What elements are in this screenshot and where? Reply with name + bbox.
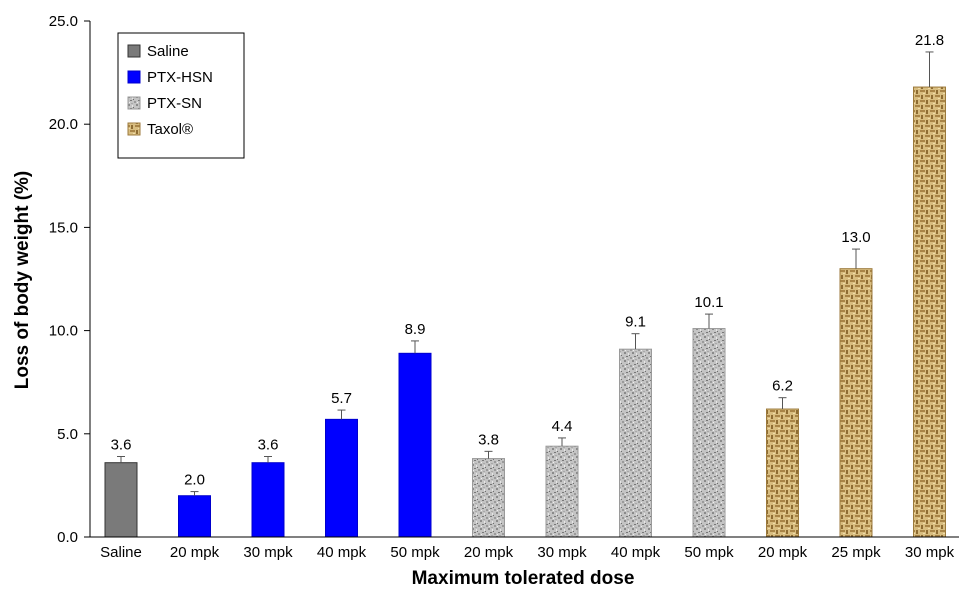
y-tick-label: 0.0 bbox=[57, 529, 78, 546]
data-label: 5.7 bbox=[331, 390, 352, 407]
bar bbox=[325, 418, 358, 538]
bar bbox=[913, 86, 946, 538]
legend-swatch bbox=[127, 96, 141, 110]
x-tick-label: 20 mpk bbox=[170, 544, 220, 561]
x-tick-label: 30 mpk bbox=[537, 544, 587, 561]
x-tick-label: 20 mpk bbox=[464, 544, 514, 561]
bar bbox=[692, 328, 726, 538]
legend-swatch bbox=[127, 70, 141, 84]
legend-items: Saline PTX-HSN PTX-SN Taxol® bbox=[127, 43, 213, 138]
bar bbox=[545, 445, 579, 538]
y-tick-label: 10.0 bbox=[49, 323, 78, 340]
bar bbox=[104, 462, 138, 538]
bar bbox=[178, 495, 211, 538]
data-label: 3.8 bbox=[478, 431, 499, 448]
legend-label: PTX-HSN bbox=[147, 69, 213, 86]
bar bbox=[398, 352, 432, 538]
data-label: 2.0 bbox=[184, 472, 205, 489]
y-ticks: 0.0 5.0 10.0 15.0 20.0 25.0 bbox=[49, 13, 90, 546]
legend-swatch bbox=[127, 44, 141, 58]
data-label: 3.6 bbox=[258, 437, 279, 454]
x-ticks: Saline 20 mpk 30 mpk 40 mpk 50 mpk 20 mpk 30 m… bbox=[100, 544, 954, 561]
bars-layer bbox=[104, 86, 946, 538]
error-bars-layer bbox=[117, 51, 934, 496]
data-label: 8.9 bbox=[405, 321, 426, 338]
y-tick-label: 25.0 bbox=[49, 13, 78, 30]
data-label: 21.8 bbox=[915, 32, 944, 49]
x-tick-label: 50 mpk bbox=[390, 544, 440, 561]
x-axis-title: Maximum tolerated dose bbox=[412, 568, 635, 589]
x-tick-label: 40 mpk bbox=[611, 544, 661, 561]
data-label: 4.4 bbox=[552, 418, 573, 435]
x-tick-label: 25 mpk bbox=[831, 544, 881, 561]
bar bbox=[619, 348, 652, 538]
legend-label: Taxol® bbox=[147, 121, 193, 138]
legend-swatch bbox=[127, 122, 141, 136]
x-tick-label: 30 mpk bbox=[905, 544, 955, 561]
data-label: 6.2 bbox=[772, 378, 793, 395]
bar bbox=[766, 408, 799, 538]
axes bbox=[89, 21, 959, 538]
x-tick-label: 40 mpk bbox=[317, 544, 367, 561]
data-label: 10.1 bbox=[694, 294, 723, 311]
x-tick-label: 30 mpk bbox=[243, 544, 293, 561]
data-label: 9.1 bbox=[625, 314, 646, 331]
legend-label: PTX-SN bbox=[147, 95, 202, 112]
legend-label: Saline bbox=[147, 43, 189, 60]
y-axis-title: Loss of body weight (%) bbox=[12, 171, 33, 390]
bar bbox=[839, 268, 873, 538]
x-tick-label: 50 mpk bbox=[684, 544, 734, 561]
data-label: 13.0 bbox=[841, 229, 870, 246]
y-tick-label: 15.0 bbox=[49, 219, 78, 236]
bar bbox=[472, 458, 505, 538]
bar bbox=[251, 462, 285, 538]
y-tick-label: 20.0 bbox=[49, 116, 78, 133]
legend: Saline PTX-HSN PTX-SN Taxol® bbox=[117, 32, 245, 159]
x-tick-label: Saline bbox=[100, 544, 142, 561]
value-labels-layer: 3.6 2.0 3.6 5.7 8.9 3.8 4.4 9.1 10.1 6.2 13.0 21.8 bbox=[111, 32, 945, 489]
y-tick-label: 5.0 bbox=[57, 426, 78, 443]
x-tick-label: 20 mpk bbox=[758, 544, 808, 561]
data-label: 3.6 bbox=[111, 437, 132, 454]
